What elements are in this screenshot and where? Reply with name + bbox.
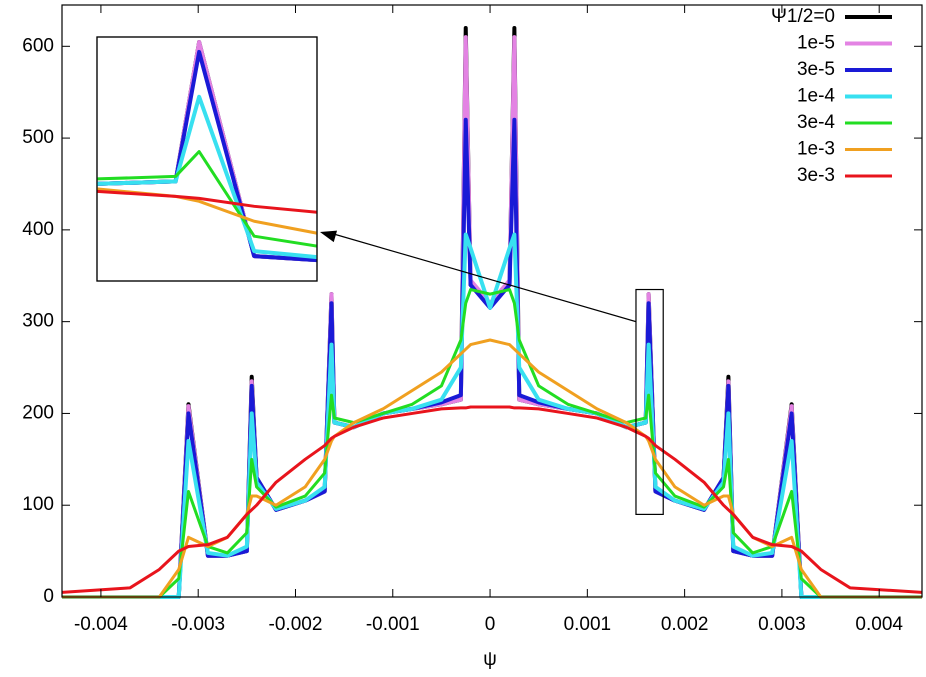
x-tick-label: 0.002 — [661, 614, 709, 635]
plot-frame — [61, 4, 923, 598]
y-tick-label: 100 — [22, 494, 54, 515]
x-tick-label: -0.003 — [171, 614, 225, 635]
arrow-line — [331, 232, 637, 323]
x-tick-label: 0.001 — [564, 614, 612, 635]
y-tick-label: 400 — [22, 219, 54, 240]
legend-label: 1e-4 — [797, 86, 835, 107]
x-tick-label: 0.003 — [758, 614, 806, 635]
series-line — [62, 338, 922, 599]
x-axis-label: ψ — [483, 649, 497, 670]
inset-border — [96, 36, 318, 282]
x-tick-label: -0.002 — [269, 614, 323, 635]
y-tick-label: 0 — [43, 586, 54, 607]
legend-label: 3e-5 — [797, 59, 835, 80]
arrow-head — [320, 230, 338, 243]
x-tick-label: -0.001 — [366, 614, 420, 635]
y-tick-label: 300 — [22, 311, 54, 332]
plot — [61, 25, 923, 599]
y-tick-label: 600 — [22, 35, 54, 56]
legend-label: Ψ1/2=0 — [771, 6, 835, 27]
legend: Ψ1/2=0 1e-5 3e-5 1e-4 3e-4 1e-3 3e-3 — [771, 6, 892, 186]
legend-label: 1e-5 — [797, 33, 835, 54]
legend-label: 3e-3 — [797, 165, 835, 186]
zoom-box — [635, 288, 664, 515]
y-tick-label: 500 — [22, 127, 54, 148]
x-tick-label: -0.004 — [74, 614, 128, 635]
legend-label: 1e-3 — [797, 139, 835, 160]
x-tick-label: 0.004 — [855, 614, 903, 635]
legend-label: 3e-4 — [797, 112, 835, 133]
series-line — [61, 405, 923, 594]
y-tick-label: 200 — [22, 402, 54, 423]
x-tick-label: 0 — [485, 614, 496, 635]
